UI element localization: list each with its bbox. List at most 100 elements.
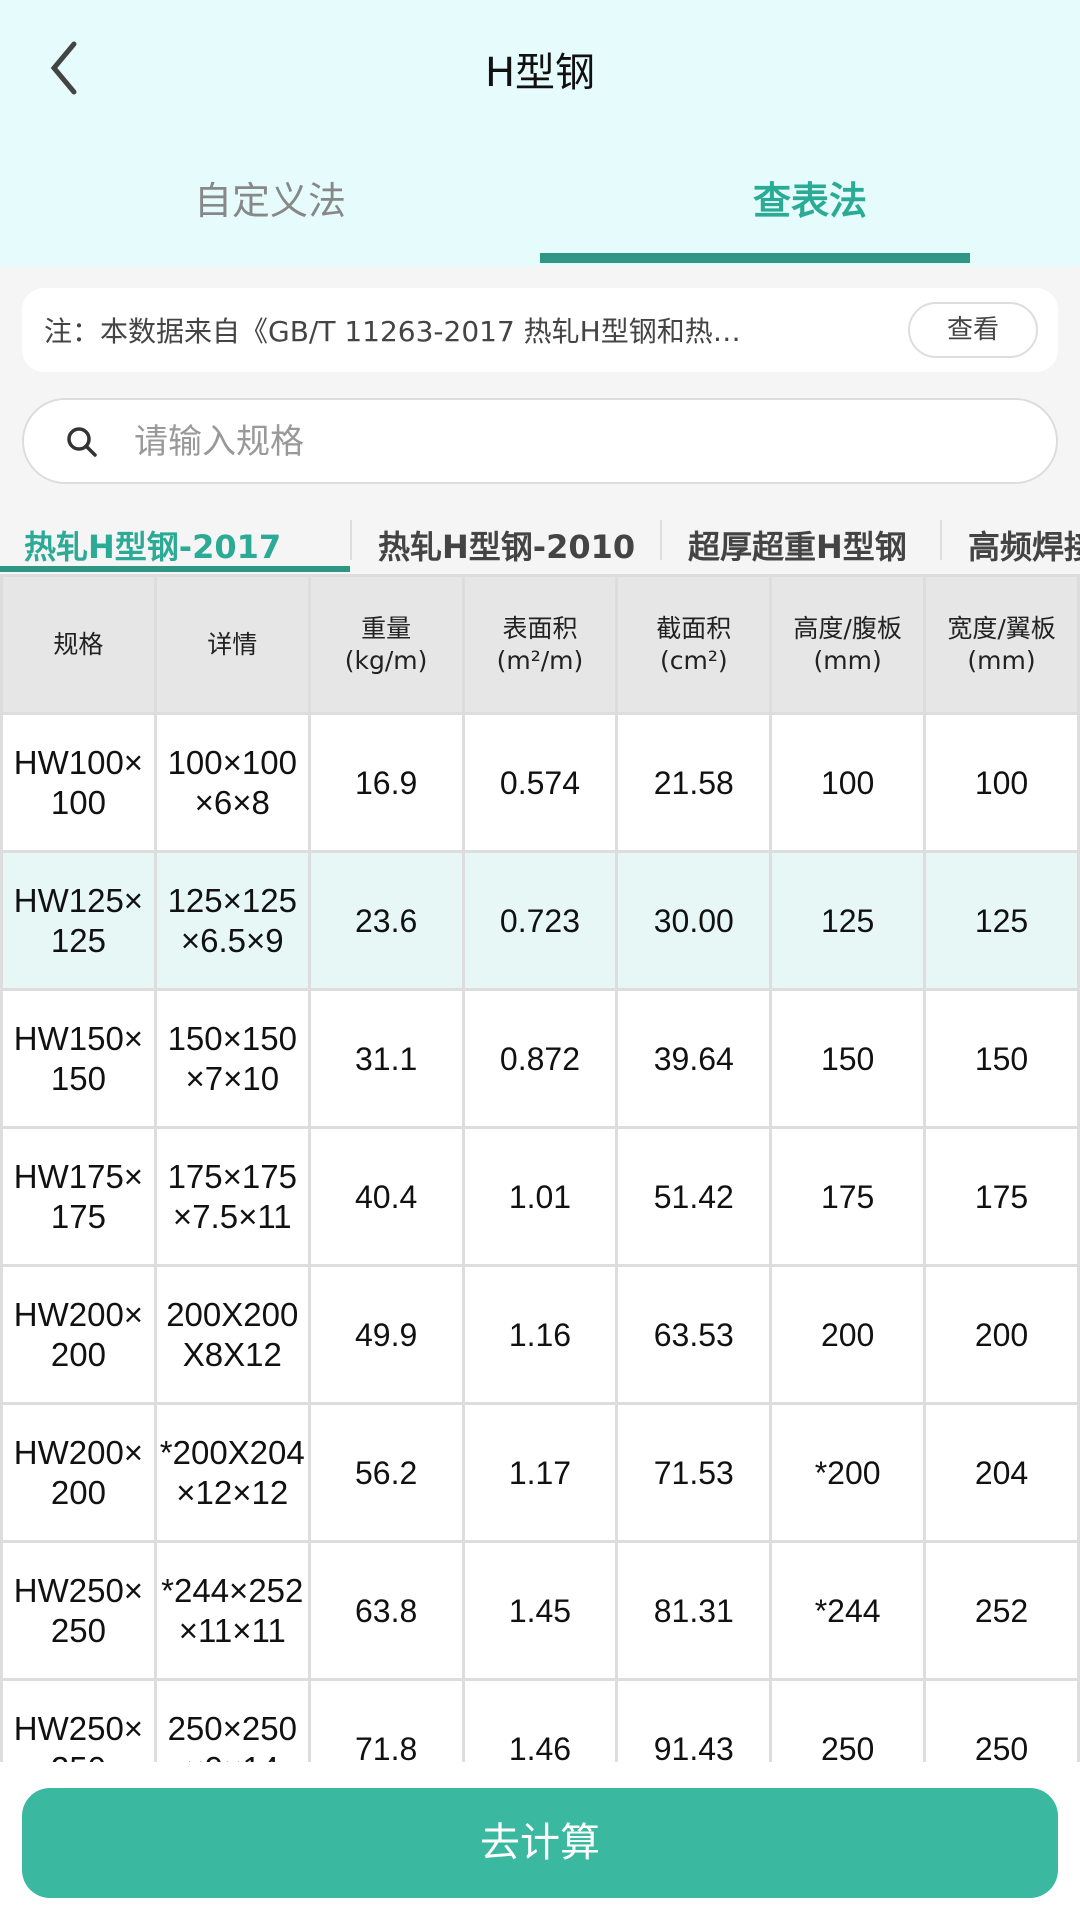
table-row[interactable]: HW150×150 150×150×7×10 31.1 0.872 39.64 150 15… — [0, 988, 1080, 1129]
cell-spec: HW200×200 — [0, 1264, 157, 1405]
search-input[interactable] — [134, 412, 1014, 472]
cell-height-web: 125 — [769, 850, 927, 991]
cell-height-web: 100 — [769, 712, 927, 853]
cell-height-web: *244 — [769, 1540, 927, 1681]
category-high-freq-welded[interactable]: 高频焊接 — [968, 528, 1080, 566]
table-row[interactable]: HW125×125 125×125×6.5×9 23.6 0.723 30.00 125 1… — [0, 850, 1080, 991]
cell-weight: 71.8 — [307, 1678, 465, 1762]
cell-detail: 250×250×9×14 — [153, 1678, 311, 1762]
cell-width-flange: 204 — [923, 1402, 1080, 1543]
spec-table[interactable]: 规格 详情 重量 (kg/m) 表面积 (m²/m) 截面积 (cm²) 高度/腹板 (mm) 宽度… — [0, 574, 1080, 1762]
cell-weight: 40.4 — [307, 1126, 465, 1267]
table-row[interactable]: HW250×250 *244×252×11×11 63.8 1.45 81.31 *244… — [0, 1540, 1080, 1681]
cell-section-area: 91.43 — [615, 1678, 773, 1762]
column-header-width-flange: 宽度/翼板 (mm) — [923, 574, 1080, 715]
header-text: 重量 — [361, 613, 412, 643]
cell-spec: HW150×150 — [0, 988, 157, 1129]
page-title: H型钢 — [484, 50, 596, 96]
cell-spec: HW200×200 — [0, 1402, 157, 1543]
category-hot-rolled-2017[interactable]: 热轧H型钢-2017 — [24, 528, 282, 566]
header-text: 截面积 — [656, 613, 732, 643]
header-text: (mm) — [967, 645, 1036, 675]
cell-height-web: 175 — [769, 1126, 927, 1267]
category-extra-thick[interactable]: 超厚超重H型钢 — [688, 528, 907, 566]
search-box[interactable] — [22, 398, 1058, 484]
cell-width-flange: 250 — [923, 1678, 1080, 1762]
table-header-row: 规格 详情 重量 (kg/m) 表面积 (m²/m) 截面积 (cm²) 高度/腹板 (mm) 宽度… — [0, 574, 1080, 715]
cell-surface-area: 1.45 — [461, 1540, 619, 1681]
back-icon[interactable] — [44, 38, 88, 98]
cell-surface-area: 1.46 — [461, 1678, 619, 1762]
cell-spec: HW100×100 — [0, 712, 157, 853]
header-text: (cm²) — [659, 645, 728, 675]
cell-width-flange: 125 — [923, 850, 1080, 991]
column-header-section-area: 截面积 (cm²) — [615, 574, 773, 715]
cell-width-flange: 175 — [923, 1126, 1080, 1267]
note-text: 注：本数据来自《GB/T 11263-2017 热轧H型钢和热… — [44, 315, 741, 348]
cell-surface-area: 0.574 — [461, 712, 619, 853]
cell-height-web: 200 — [769, 1264, 927, 1405]
cell-spec: HW250×250 — [0, 1678, 157, 1762]
divider — [940, 520, 942, 560]
header-text: (m²/m) — [496, 645, 584, 675]
table-row[interactable]: HW200×200 200X200X8X12 49.9 1.16 63.53 200 200 — [0, 1264, 1080, 1405]
source-note: 注：本数据来自《GB/T 11263-2017 热轧H型钢和热… 查看 — [22, 288, 1058, 372]
cell-width-flange: 150 — [923, 988, 1080, 1129]
header-text: 规格 — [53, 629, 104, 659]
cell-width-flange: 200 — [923, 1264, 1080, 1405]
cell-surface-area: 0.872 — [461, 988, 619, 1129]
divider — [660, 520, 662, 560]
cell-spec: HW125×125 — [0, 850, 157, 991]
header-text: (mm) — [813, 645, 882, 675]
cell-weight: 49.9 — [307, 1264, 465, 1405]
cell-section-area: 51.42 — [615, 1126, 773, 1267]
header: H型钢 自定义法 查表法 — [0, 0, 1080, 266]
cell-weight: 63.8 — [307, 1540, 465, 1681]
cell-detail: 100×100×6×8 — [153, 712, 311, 853]
cell-width-flange: 100 — [923, 712, 1080, 853]
table-row[interactable]: HW175×175 175×175×7.5×11 40.4 1.01 51.42 175 1… — [0, 1126, 1080, 1267]
cell-spec: HW175×175 — [0, 1126, 157, 1267]
header-text: 表面积 — [502, 613, 578, 643]
tab-lookup[interactable]: 查表法 — [752, 179, 867, 223]
divider — [350, 520, 352, 560]
cell-section-area: 63.53 — [615, 1264, 773, 1405]
column-header-spec: 规格 — [0, 574, 157, 715]
cell-weight: 56.2 — [307, 1402, 465, 1543]
cell-weight: 31.1 — [307, 988, 465, 1129]
cell-height-web: 250 — [769, 1678, 927, 1762]
cell-weight: 23.6 — [307, 850, 465, 991]
cell-detail: 125×125×6.5×9 — [153, 850, 311, 991]
cell-detail: *200X204×12×12 — [153, 1402, 311, 1543]
header-text: 详情 — [207, 629, 258, 659]
active-category-indicator — [0, 566, 350, 572]
tab-custom[interactable]: 自定义法 — [193, 179, 346, 223]
view-button[interactable]: 查看 — [908, 302, 1038, 358]
cell-surface-area: 1.16 — [461, 1264, 619, 1405]
category-tabs: 热轧H型钢-2017 热轧H型钢-2010 超厚超重H型钢 高频焊接 — [0, 510, 1080, 574]
header-text: (kg/m) — [344, 645, 428, 675]
active-tab-indicator — [540, 253, 970, 263]
cell-detail: 150×150×7×10 — [153, 988, 311, 1129]
cell-surface-area: 0.723 — [461, 850, 619, 991]
column-header-detail: 详情 — [153, 574, 311, 715]
cell-detail: 200X200X8X12 — [153, 1264, 311, 1405]
header-text: 宽度/翼板 — [947, 613, 1056, 643]
cell-section-area: 81.31 — [615, 1540, 773, 1681]
cell-width-flange: 252 — [923, 1540, 1080, 1681]
column-header-height-web: 高度/腹板 (mm) — [769, 574, 927, 715]
cell-detail: 175×175×7.5×11 — [153, 1126, 311, 1267]
cell-height-web: 150 — [769, 988, 927, 1129]
cell-section-area: 21.58 — [615, 712, 773, 853]
cell-surface-area: 1.17 — [461, 1402, 619, 1543]
category-hot-rolled-2010[interactable]: 热轧H型钢-2010 — [378, 528, 636, 566]
column-header-weight: 重量 (kg/m) — [307, 574, 465, 715]
cell-weight: 16.9 — [307, 712, 465, 853]
search-icon — [67, 427, 97, 457]
table-row[interactable]: HW200×200 *200X204×12×12 56.2 1.17 71.53 *200… — [0, 1402, 1080, 1543]
cell-section-area: 39.64 — [615, 988, 773, 1129]
calculate-button[interactable]: 去计算 — [22, 1788, 1058, 1898]
table-row[interactable]: HW100×100 100×100×6×8 16.9 0.574 21.58 100 100 — [0, 712, 1080, 853]
cell-section-area: 71.53 — [615, 1402, 773, 1543]
